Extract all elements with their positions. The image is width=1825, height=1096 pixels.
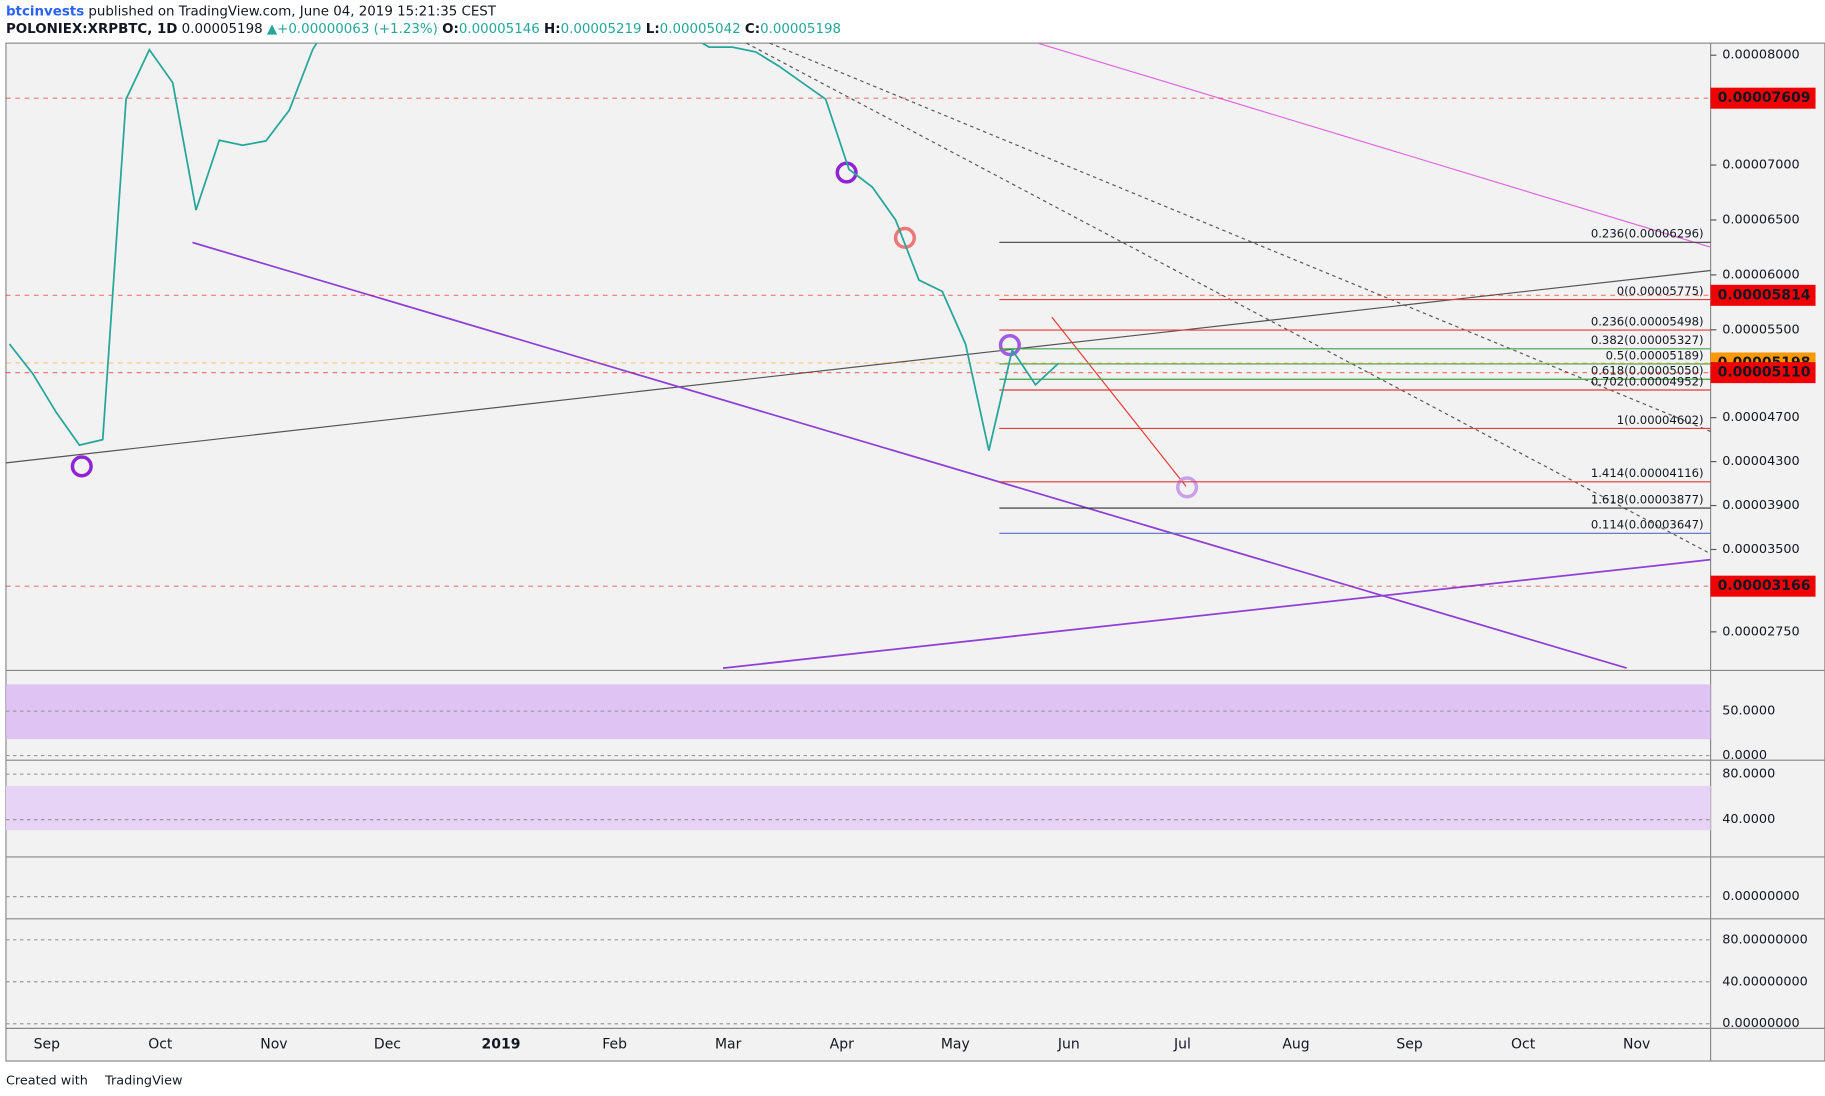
- y-tick-label: 0.00004700: [1722, 410, 1799, 425]
- fib-label: 1(0.00004602): [1617, 413, 1704, 427]
- footer-brand: TradingView: [104, 1073, 182, 1088]
- x-tick-label: Feb: [602, 1037, 627, 1053]
- fib-label: 0(0.00005775): [1617, 284, 1704, 298]
- h-label: H:: [544, 22, 561, 37]
- y-tick-label: 0.00008000: [1722, 48, 1799, 63]
- price-label: 0.00005110: [1718, 365, 1811, 381]
- y-tick-label: 0.00005500: [1722, 322, 1799, 337]
- y-tick-label: 0.00002750: [1722, 624, 1799, 639]
- published: published on TradingView.com, June 04, 2…: [88, 5, 496, 20]
- x-tick-label: Jul: [1173, 1037, 1191, 1053]
- y-tick-label: 0.00004300: [1722, 454, 1799, 469]
- stoch-band: [5, 684, 1711, 740]
- pane-tick-label: 80.0000: [1722, 767, 1775, 782]
- change: ▲+0.00000063 (+1.23%): [267, 22, 438, 37]
- close: 0.00005198: [760, 22, 841, 37]
- x-tick-label: Sep: [1396, 1037, 1422, 1053]
- x-tick-label: Jun: [1057, 1037, 1080, 1053]
- x-tick-label: Sep: [34, 1037, 60, 1053]
- fib-label: 0.5(0.00005189): [1606, 348, 1704, 362]
- price-label: 0.00003166: [1718, 578, 1811, 594]
- price-line: [8, 43, 1060, 451]
- author: btcinvests: [6, 5, 84, 20]
- pane-tick-label: 40.0000: [1722, 812, 1775, 827]
- open: 0.00005146: [459, 22, 540, 37]
- low: 0.00005042: [660, 22, 741, 37]
- x-tick-label: Apr: [830, 1037, 854, 1053]
- price-label-box: [1710, 87, 1816, 109]
- rsi-band: [5, 785, 1711, 831]
- pane-tick-label: 40.00000000: [1722, 974, 1808, 989]
- y-tick-label: 0.00006000: [1722, 267, 1799, 282]
- marker: [998, 334, 1021, 357]
- pane-tick-label: 50.0000: [1722, 704, 1775, 719]
- x-tick-label: 2019: [482, 1037, 521, 1053]
- fib-label: 1.618(0.00003877): [1591, 492, 1704, 506]
- symbol: POLONIEX:XRPBTC, 1D: [6, 22, 177, 37]
- pane-tick-label: 0.00000000: [1722, 889, 1799, 904]
- footer-created: Created with: [6, 1073, 88, 1088]
- x-tick-label: Nov: [1623, 1037, 1650, 1053]
- x-tick-label: Oct: [148, 1037, 173, 1053]
- high: 0.00005219: [561, 22, 642, 37]
- fib-label: 1.414(0.00004116): [1591, 466, 1704, 480]
- symbol-line: POLONIEX:XRPBTC, 1D 0.00005198 ▲+0.00000…: [6, 22, 841, 37]
- price-label-box: [1710, 362, 1816, 384]
- fib-label: 0.236(0.00005498): [1591, 314, 1704, 328]
- pane-tick-label: 0.0000: [1722, 748, 1767, 763]
- fib-label: 0.236(0.00006296): [1591, 227, 1704, 241]
- o-label: O:: [442, 22, 459, 37]
- chart-frame: [5, 42, 1825, 1062]
- pane-tick-label: 80.00000000: [1722, 932, 1808, 947]
- x-tick-label: May: [941, 1037, 970, 1053]
- marker: [70, 455, 93, 478]
- fib-label: 0.114(0.00003647): [1591, 518, 1704, 532]
- projection-arrow: [1051, 316, 1187, 487]
- y-tick-label: 0.00003900: [1722, 498, 1799, 513]
- x-tick-label: Nov: [260, 1037, 287, 1053]
- c-label: C:: [745, 22, 760, 37]
- x-tick-label: Mar: [715, 1037, 742, 1053]
- price-label: 0.00007609: [1718, 90, 1811, 106]
- header-line: btcinvests published on TradingView.com,…: [6, 5, 497, 20]
- price-label-box: [1710, 284, 1816, 306]
- fib-label: 0.702(0.00004952): [1591, 374, 1704, 388]
- pane-tick-label: 0.00000000: [1722, 1016, 1799, 1031]
- trendline: [722, 558, 1711, 669]
- x-tick-label: Dec: [374, 1037, 401, 1053]
- x-tick-label: Aug: [1282, 1037, 1309, 1053]
- price-label-box: [1710, 575, 1816, 597]
- marker: [893, 226, 916, 249]
- fib-label: 0.382(0.00005327): [1591, 333, 1704, 347]
- l-label: L:: [646, 22, 660, 37]
- last: 0.00005198: [182, 22, 263, 37]
- fib-label: 0.618(0.00005050): [1591, 364, 1704, 378]
- trendline: [192, 241, 1627, 669]
- trendline: [5, 269, 1711, 464]
- y-tick-label: 0.00003500: [1722, 542, 1799, 557]
- trendline: [769, 42, 1711, 432]
- y-tick-label: 0.00007000: [1722, 158, 1799, 173]
- x-tick-label: Oct: [1511, 1037, 1536, 1053]
- price-label: 0.00005814: [1718, 287, 1811, 303]
- y-tick-label: 0.00006500: [1722, 212, 1799, 227]
- trendline: [1037, 42, 1711, 248]
- marker: [1176, 476, 1199, 499]
